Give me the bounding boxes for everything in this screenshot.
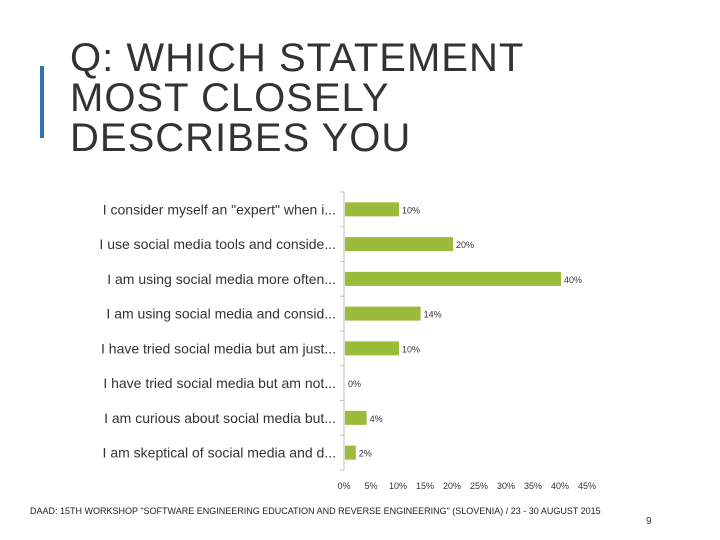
bar — [345, 341, 399, 356]
data-label: 14% — [424, 310, 442, 320]
slide-title: Q: WHICH STATEMENT MOST CLOSELY DESCRIBE… — [70, 38, 670, 158]
x-tick-label: 15% — [416, 481, 434, 491]
title-line-3: DESCRIBES YOU — [70, 116, 412, 160]
bar — [345, 237, 453, 252]
data-label: 10% — [402, 344, 420, 354]
page-number: 9 — [646, 516, 652, 527]
data-label: 4% — [370, 414, 383, 424]
title-line-1: Q: WHICH STATEMENT — [70, 36, 525, 80]
slide-footer: DAAD: 15th Workshop "Software Engineerin… — [30, 506, 601, 516]
x-tick-label: 35% — [524, 481, 542, 491]
bar — [345, 445, 356, 460]
category-label: I have tried social media but am just... — [101, 340, 336, 356]
category-label: I use social media tools and conside... — [99, 236, 336, 252]
category-label: I have tried social media but am not... — [103, 375, 336, 391]
category-label: I am using social media more often... — [107, 271, 336, 287]
title-accent-bar — [40, 66, 44, 138]
data-label: 0% — [348, 379, 361, 389]
category-label: I am curious about social media but... — [104, 410, 336, 426]
bar-chart: I consider myself an "expert" when i... 1… — [99, 191, 596, 491]
x-tick-label: 25% — [470, 481, 488, 491]
x-tick-label: 5% — [364, 481, 377, 491]
bar — [345, 306, 421, 321]
category-label: I am using social media and consid... — [106, 306, 336, 322]
category-label: I am skeptical of social media and d... — [103, 445, 336, 461]
x-tick-label: 45% — [578, 481, 596, 491]
category-label: I consider myself an "expert" when i... — [103, 201, 336, 217]
data-label: 20% — [456, 240, 474, 250]
data-label: 10% — [402, 205, 420, 215]
x-tick-label: 10% — [389, 481, 407, 491]
bar — [345, 202, 399, 217]
bar — [345, 271, 561, 286]
data-label: 2% — [359, 449, 372, 459]
x-tick-label: 20% — [443, 481, 461, 491]
bar — [345, 410, 367, 425]
data-label: 40% — [564, 275, 582, 285]
x-tick-label: 0% — [337, 481, 350, 491]
x-tick-label: 40% — [551, 481, 569, 491]
x-tick-label: 30% — [497, 481, 515, 491]
title-line-2: MOST CLOSELY — [70, 76, 390, 120]
